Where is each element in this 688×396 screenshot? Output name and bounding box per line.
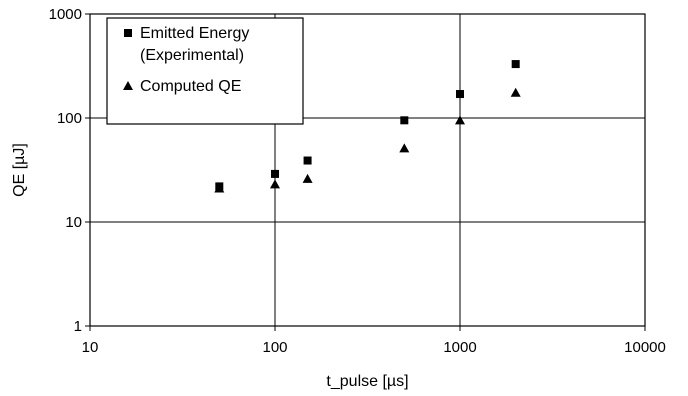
legend: Emitted Energy (Experimental) Computed QE [106, 17, 304, 125]
legend-label: (Experimental) [140, 47, 244, 64]
legend-square-marker [124, 29, 132, 37]
legend-box [106, 17, 304, 125]
x-tick-label: 10000 [624, 339, 666, 356]
legend-triangle-marker [123, 81, 133, 90]
emitted-energy-point [303, 156, 312, 165]
computed-qe-point [510, 87, 521, 97]
computed-qe-point [399, 143, 410, 153]
y-axis-ticks: 1 10 100 1000 [49, 6, 90, 335]
data-points [214, 60, 521, 193]
computed-qe-point [270, 179, 280, 189]
emitted-energy-point [271, 169, 279, 178]
x-tick-label: 100 [262, 339, 287, 356]
emitted-energy-point [456, 90, 464, 99]
x-tick-label: 10 [82, 339, 99, 356]
y-axis-label: QE [µJ] [11, 143, 28, 197]
emitted-energy-point [400, 116, 409, 125]
y-tick-label: 1 [74, 318, 82, 335]
computed-qe-point [302, 173, 313, 183]
x-axis-ticks: 10 100 1000 10000 [82, 326, 666, 356]
y-tick-label: 100 [57, 110, 82, 127]
legend-label: Emitted Energy [140, 25, 249, 42]
y-tick-label: 10 [65, 214, 82, 231]
y-tick-label: 1000 [49, 6, 82, 23]
series-1 [214, 87, 521, 193]
legend-label: Computed QE [140, 78, 241, 95]
plot-area-frame [89, 13, 646, 327]
emitted-energy-point [511, 60, 520, 69]
computed-qe-point [455, 115, 465, 125]
x-tick-label: 1000 [443, 339, 476, 356]
x-axis-label: t_pulse [µs] [326, 373, 408, 390]
computed-qe-point [214, 183, 225, 193]
